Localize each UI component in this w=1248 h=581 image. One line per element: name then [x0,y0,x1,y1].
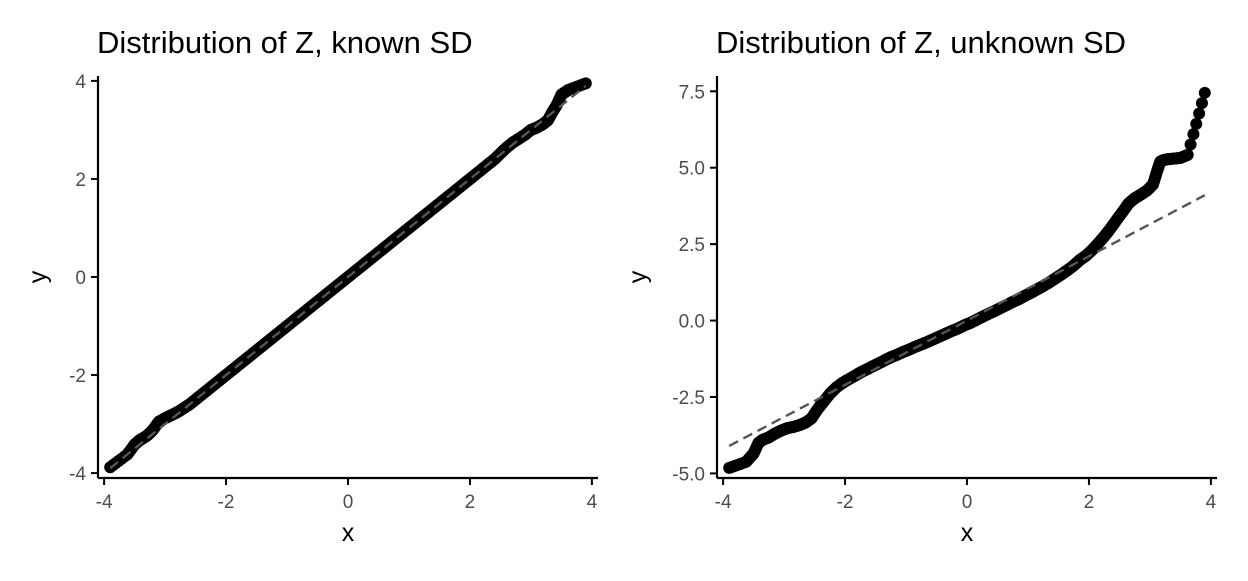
data-point [1187,128,1200,141]
reference-line [728,194,1206,447]
x-axis-title: x [961,519,974,547]
data-point [1190,117,1203,130]
y-tick-label: -2.5 [672,388,705,409]
panel-known-sd: Distribution of Z, known SD -4 -2 0 2 4 -4 -2 0 2… [24,25,598,547]
x-tick-label: -2 [837,492,854,513]
y-axis-title: y [624,270,652,283]
x-tick-label: -4 [715,492,732,513]
x-tick-label: -2 [218,492,235,513]
reference-line [109,84,587,470]
y-tick-label: 2 [75,170,86,191]
chart-title: Distribution of Z, known SD [97,25,473,60]
data-point [1184,138,1197,151]
data-point [579,77,592,90]
data-point [1198,86,1211,99]
data-point [1195,97,1208,110]
y-tick-label: 0 [75,268,86,289]
panel-unknown-sd: Distribution of Z, unknown SD -4 -2 0 2 4 -5.0… [624,25,1217,547]
x-tick-label: 4 [587,492,598,513]
x-tick-label: 4 [1206,492,1217,513]
y-tick-label: -5.0 [672,464,705,485]
y-axis-title: y [24,270,52,283]
data-point [1193,107,1206,120]
x-axis-title: x [342,519,355,547]
y-tick-label: -4 [69,464,86,485]
chart-title: Distribution of Z, unknown SD [716,25,1126,60]
y-tick-label: 4 [75,72,86,93]
y-tick-label: 0.0 [679,312,705,333]
y-tick-label: 2.5 [679,235,705,256]
data-point [1181,148,1194,161]
x-tick-label: 2 [1084,492,1095,513]
x-tick-label: 0 [962,492,973,513]
y-tick-label: -2 [69,366,86,387]
y-tick-label: 7.5 [679,82,705,103]
y-tick-label: 5.0 [679,159,705,180]
x-tick-label: 2 [465,492,476,513]
x-tick-label: -4 [96,492,113,513]
x-tick-label: 0 [343,492,354,513]
